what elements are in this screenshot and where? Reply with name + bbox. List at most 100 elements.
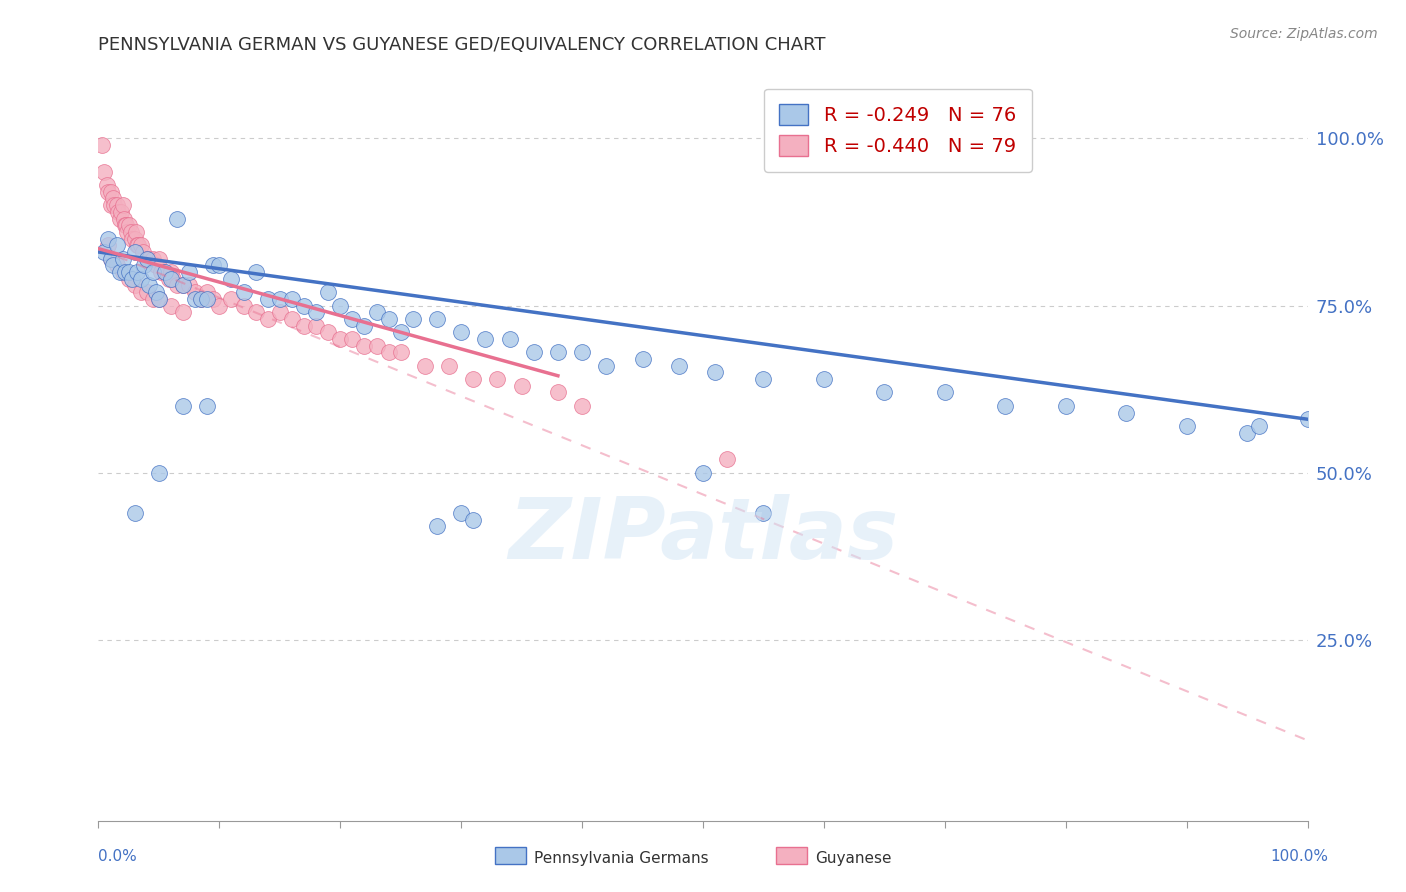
Point bbox=[1175, 419, 1198, 434]
Point bbox=[1296, 412, 1319, 426]
Point bbox=[120, 225, 142, 239]
Point bbox=[111, 252, 134, 266]
Point bbox=[172, 278, 194, 293]
Point bbox=[498, 332, 520, 346]
Point bbox=[97, 232, 120, 246]
Point bbox=[510, 379, 533, 393]
Point bbox=[112, 211, 135, 226]
Point bbox=[342, 332, 364, 346]
Point bbox=[1249, 419, 1271, 434]
Point bbox=[111, 198, 134, 212]
Point bbox=[190, 292, 212, 306]
Point bbox=[138, 278, 160, 293]
Point bbox=[179, 265, 201, 279]
Point bbox=[752, 372, 775, 386]
Point bbox=[202, 259, 225, 273]
Point bbox=[232, 299, 254, 313]
Point bbox=[366, 339, 388, 353]
Point bbox=[184, 292, 207, 306]
Point bbox=[142, 265, 165, 279]
Point bbox=[107, 205, 129, 219]
Point bbox=[316, 285, 339, 300]
Point bbox=[1236, 425, 1258, 440]
Point bbox=[135, 252, 157, 266]
Point bbox=[138, 252, 160, 266]
Point bbox=[157, 272, 180, 286]
Point bbox=[97, 238, 120, 252]
Point bbox=[160, 265, 183, 279]
Point bbox=[127, 238, 149, 252]
Point bbox=[111, 265, 134, 279]
Point bbox=[413, 359, 436, 373]
Point bbox=[142, 292, 165, 306]
Point bbox=[148, 252, 170, 266]
Point bbox=[305, 305, 328, 319]
Point bbox=[292, 318, 315, 333]
Point bbox=[437, 359, 460, 373]
Point bbox=[127, 238, 149, 252]
Point bbox=[93, 245, 115, 260]
Point bbox=[145, 259, 167, 273]
Point bbox=[463, 372, 485, 386]
Text: Pennsylvania Germans: Pennsylvania Germans bbox=[534, 851, 709, 865]
Point bbox=[190, 292, 212, 306]
Point bbox=[118, 272, 141, 286]
Point bbox=[118, 219, 141, 233]
Point bbox=[105, 238, 128, 252]
Point bbox=[114, 265, 136, 279]
Point bbox=[108, 211, 131, 226]
Point bbox=[994, 399, 1017, 413]
Legend: R = -0.249   N = 76, R = -0.440   N = 79: R = -0.249 N = 76, R = -0.440 N = 79 bbox=[763, 88, 1032, 172]
Point bbox=[389, 326, 412, 340]
Point bbox=[110, 205, 132, 219]
Point bbox=[124, 278, 146, 293]
Point bbox=[184, 285, 207, 300]
Point bbox=[148, 466, 170, 480]
Point bbox=[121, 232, 143, 246]
Point bbox=[571, 399, 593, 413]
Point bbox=[1054, 399, 1077, 413]
Point bbox=[221, 292, 243, 306]
Point bbox=[153, 265, 176, 279]
Point bbox=[121, 272, 143, 286]
Point bbox=[125, 225, 148, 239]
Point bbox=[117, 225, 139, 239]
Point bbox=[316, 326, 339, 340]
Point bbox=[813, 372, 835, 386]
Point bbox=[93, 165, 115, 179]
Point bbox=[114, 219, 136, 233]
Point bbox=[135, 252, 157, 266]
Point bbox=[142, 252, 165, 266]
Point bbox=[179, 278, 201, 293]
Point bbox=[631, 352, 654, 367]
Point bbox=[145, 285, 167, 300]
Point bbox=[269, 305, 291, 319]
Point bbox=[256, 292, 278, 306]
Point bbox=[148, 292, 170, 306]
Text: 100.0%: 100.0% bbox=[1271, 849, 1329, 863]
Point bbox=[547, 385, 569, 400]
Point bbox=[256, 312, 278, 326]
Point bbox=[101, 192, 124, 206]
Point bbox=[329, 332, 352, 346]
Point bbox=[450, 506, 472, 520]
Point bbox=[100, 198, 122, 212]
Point bbox=[96, 178, 118, 193]
Point bbox=[329, 299, 352, 313]
Point bbox=[195, 285, 218, 300]
Point bbox=[103, 198, 125, 212]
Point bbox=[105, 198, 128, 212]
Point bbox=[571, 345, 593, 359]
Point bbox=[118, 265, 141, 279]
Point bbox=[97, 185, 120, 199]
Text: Guyanese: Guyanese bbox=[815, 851, 891, 865]
Point bbox=[269, 292, 291, 306]
Point bbox=[353, 339, 375, 353]
Point bbox=[132, 245, 155, 260]
Point bbox=[124, 232, 146, 246]
Point bbox=[353, 318, 375, 333]
Point bbox=[172, 278, 194, 293]
Point bbox=[389, 345, 412, 359]
Text: Source: ZipAtlas.com: Source: ZipAtlas.com bbox=[1230, 27, 1378, 41]
Text: ZIPatlas: ZIPatlas bbox=[508, 494, 898, 577]
